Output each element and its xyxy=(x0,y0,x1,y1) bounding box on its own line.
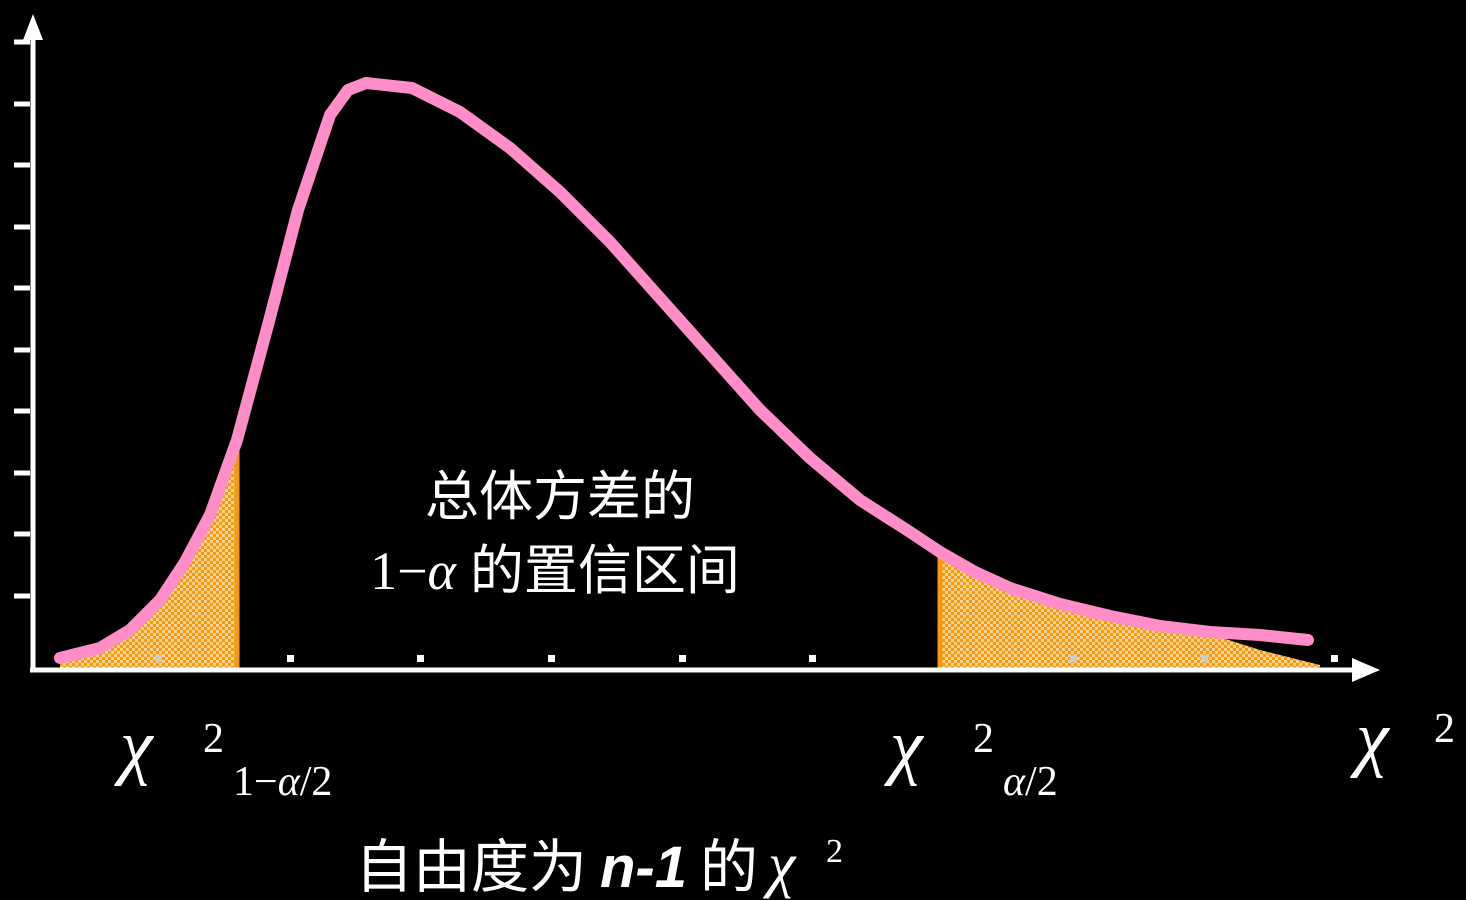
x-tick xyxy=(1201,655,1208,662)
chi-glyph-icon: χ xyxy=(884,705,925,787)
upper-critical-sub-suffix: /2 xyxy=(1025,759,1058,805)
interval-label-suffix: 的置信区间 xyxy=(470,539,740,602)
interval-label-line1: 总体方差的 xyxy=(425,465,695,528)
left-tail-area xyxy=(60,440,237,668)
x-tick xyxy=(417,655,424,662)
upper-critical-sub: α/2 xyxy=(1003,759,1058,805)
y-axis-arrow-icon xyxy=(23,14,43,40)
density-curve xyxy=(54,77,1314,664)
upper-critical-sup: 2 xyxy=(973,716,994,762)
right-tail-area xyxy=(940,555,1320,668)
lower-critical-sub: 1−α/2 xyxy=(233,759,332,805)
x-tick xyxy=(287,655,294,662)
lower-critical-sub-suffix: /2 xyxy=(300,759,333,805)
interval-label-line2: 1−α 的置信区间 xyxy=(370,539,740,602)
upper-critical-sub-alpha: α xyxy=(1003,759,1026,805)
chi-glyph-icon: χ xyxy=(1350,697,1391,779)
lower-critical-label: χ 2 1−α/2 xyxy=(114,705,332,805)
x-tick xyxy=(679,655,686,662)
x-axis-arrow-icon xyxy=(1352,658,1380,682)
caption-prefix: 自由度为 xyxy=(355,833,587,900)
caption: 自由度为 n-1 的 χ 2 xyxy=(355,831,843,900)
chi-glyph-icon: χ xyxy=(114,705,155,787)
lower-critical-sup: 2 xyxy=(203,716,224,762)
interval-label-prefix: 1− xyxy=(370,541,427,601)
x-tick xyxy=(809,655,816,662)
x-tick xyxy=(548,655,555,662)
y-axis-ticks xyxy=(14,39,30,599)
axis-name-sup: 2 xyxy=(1434,706,1455,752)
chi-glyph-icon: χ xyxy=(763,831,797,899)
lower-critical-sub-prefix: 1− xyxy=(233,759,278,805)
x-tick xyxy=(1070,655,1077,662)
x-axis-ticks xyxy=(155,655,1338,662)
x-tick xyxy=(1331,655,1338,662)
caption-suffix: 的 xyxy=(700,833,758,900)
caption-sup: 2 xyxy=(826,833,843,870)
upper-critical-label: χ 2 α/2 xyxy=(884,705,1058,805)
x-tick xyxy=(155,655,162,662)
interval-label-alpha: α xyxy=(428,541,458,601)
lower-critical-sub-alpha: α xyxy=(278,759,301,805)
x-axis-name: χ 2 xyxy=(1350,697,1455,779)
caption-bold: n-1 xyxy=(600,835,687,900)
